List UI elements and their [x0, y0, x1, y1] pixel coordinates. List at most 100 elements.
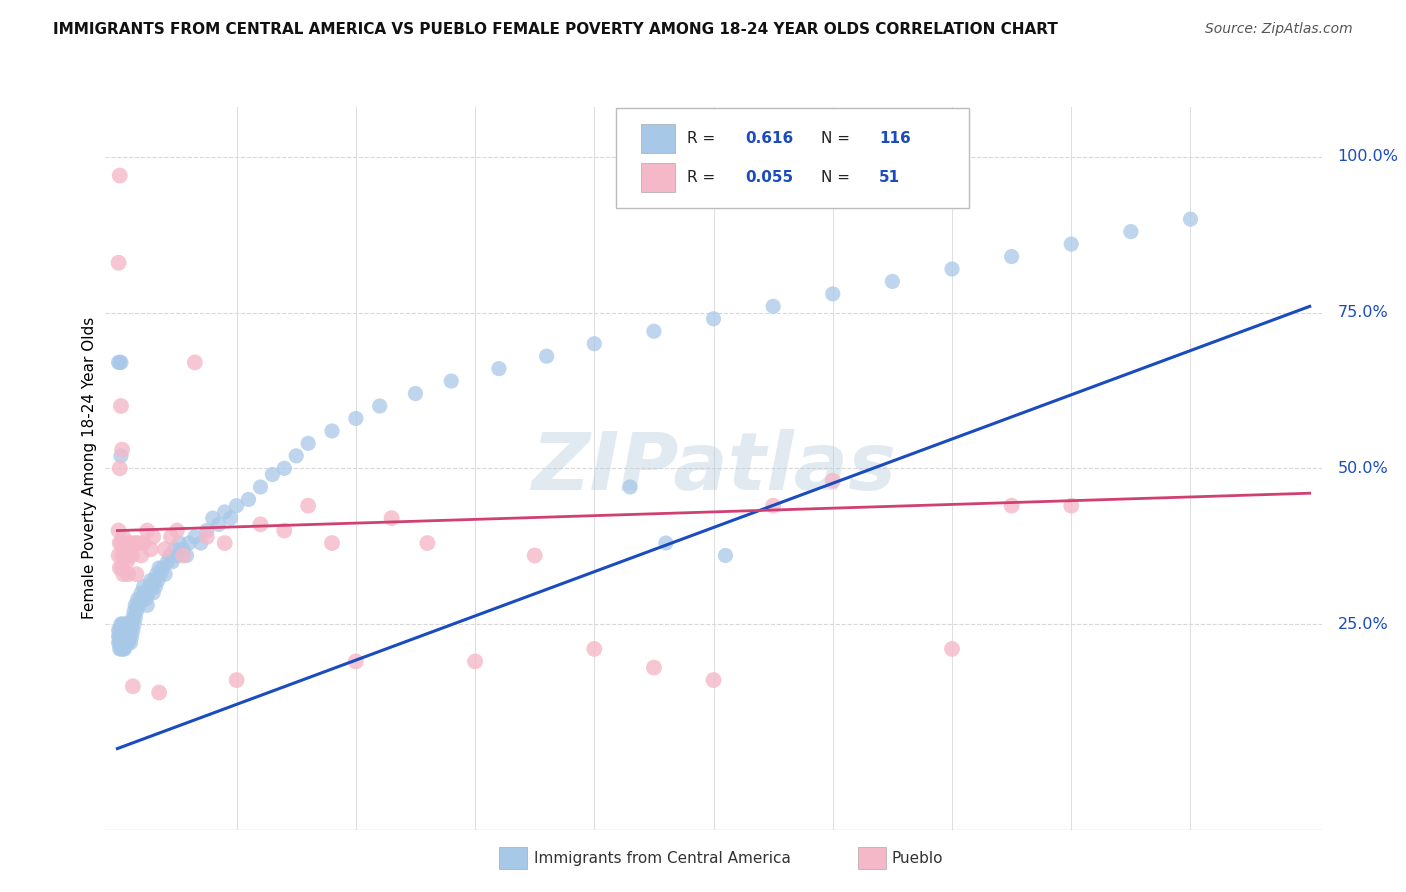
Point [124, 611, 146, 625]
Point [110, 617, 132, 632]
Point [655, 536, 678, 550]
Point [122, 605, 145, 619]
Point [1001, 499, 1024, 513]
Point [285, 449, 308, 463]
Point [1001, 250, 1024, 264]
Point [238, 492, 260, 507]
Point [1060, 237, 1083, 252]
Point [127, 599, 149, 613]
Point [112, 642, 135, 657]
Point [273, 524, 295, 538]
Point [153, 542, 176, 557]
Point [148, 685, 170, 699]
Point [118, 630, 141, 644]
Point [344, 411, 367, 425]
Text: 100.0%: 100.0% [1337, 149, 1399, 164]
Point [160, 530, 183, 544]
Point [110, 399, 132, 413]
Point [112, 636, 135, 650]
Point [129, 549, 152, 563]
Point [297, 436, 319, 450]
Point [136, 524, 159, 538]
Text: 116: 116 [879, 131, 911, 146]
Point [110, 642, 132, 657]
Point [166, 524, 188, 538]
Point [112, 630, 135, 644]
Point [619, 480, 641, 494]
Point [152, 561, 174, 575]
Point [112, 624, 135, 638]
Point [702, 311, 725, 326]
Point [120, 536, 142, 550]
Point [108, 169, 131, 183]
Point [219, 511, 242, 525]
Point [134, 586, 156, 600]
Point [121, 549, 143, 563]
Point [108, 624, 131, 638]
Point [112, 567, 135, 582]
Point [190, 536, 212, 550]
Point [882, 275, 904, 289]
Point [195, 524, 218, 538]
Point [321, 424, 343, 438]
Point [821, 474, 844, 488]
Point [114, 617, 136, 632]
Point [142, 586, 165, 600]
Point [110, 636, 132, 650]
Point [111, 630, 134, 644]
Point [108, 536, 131, 550]
Point [1060, 499, 1083, 513]
Point [115, 630, 138, 644]
Point [107, 256, 129, 270]
Point [107, 624, 129, 638]
Point [142, 530, 165, 544]
Point [120, 636, 142, 650]
Point [149, 567, 172, 582]
Point [321, 536, 343, 550]
Point [536, 349, 558, 363]
FancyBboxPatch shape [641, 163, 675, 193]
Point [107, 355, 129, 369]
Point [111, 642, 134, 657]
Point [135, 592, 157, 607]
Point [762, 299, 785, 313]
Point [714, 549, 737, 563]
Point [110, 624, 132, 638]
Text: R =: R = [686, 170, 720, 186]
Point [121, 630, 143, 644]
Point [114, 636, 136, 650]
Point [821, 286, 844, 301]
Point [583, 336, 606, 351]
Point [195, 530, 218, 544]
Point [107, 636, 129, 650]
Point [941, 642, 963, 657]
Point [136, 599, 159, 613]
Point [172, 549, 194, 563]
Point [114, 630, 136, 644]
Point [381, 511, 404, 525]
FancyBboxPatch shape [641, 124, 675, 153]
Text: 0.616: 0.616 [745, 131, 793, 146]
Point [111, 549, 134, 563]
Point [214, 505, 236, 519]
Point [184, 355, 207, 369]
Point [115, 617, 138, 632]
Point [166, 549, 188, 563]
Point [159, 549, 181, 563]
Point [115, 636, 138, 650]
Point [120, 624, 142, 638]
Point [208, 517, 231, 532]
Text: N =: N = [821, 131, 855, 146]
Point [225, 499, 247, 513]
Point [143, 574, 166, 588]
Point [118, 549, 141, 563]
Point [122, 679, 145, 693]
FancyBboxPatch shape [616, 109, 969, 208]
Point [110, 449, 132, 463]
Point [114, 549, 136, 563]
Point [128, 536, 150, 550]
Point [108, 355, 131, 369]
Point [440, 374, 463, 388]
Point [110, 355, 132, 369]
Point [138, 580, 160, 594]
